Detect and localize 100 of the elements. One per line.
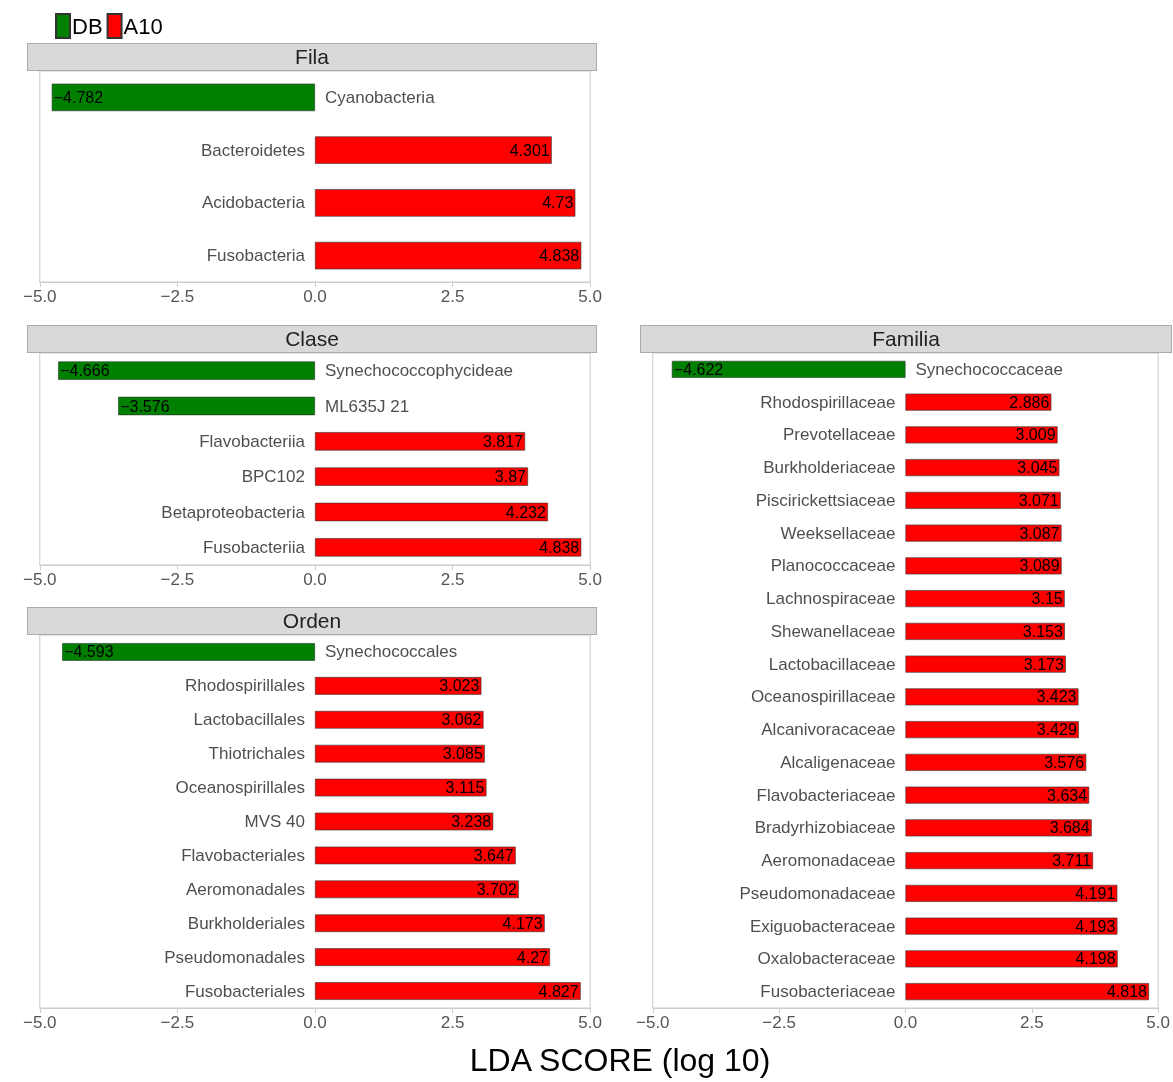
bar <box>905 622 1065 640</box>
y-tick-label: Weeksellaceae <box>780 523 896 543</box>
data-label: 3.045 <box>1017 459 1058 477</box>
data-label: 3.023 <box>439 677 480 695</box>
x-tick-label: 5.0 <box>578 1013 602 1032</box>
bar <box>905 590 1065 608</box>
x-tick-label: 2.5 <box>440 1013 465 1032</box>
y-tick-label: Lactobacillaceae <box>768 654 896 674</box>
data-label: 4.193 <box>1075 917 1116 935</box>
data-label: 4.232 <box>505 503 547 521</box>
y-tick-label: Fusobacteriales <box>184 981 305 1001</box>
bar <box>905 852 1094 870</box>
bar <box>314 744 485 763</box>
bar <box>905 393 1052 411</box>
data-label: 3.702 <box>476 880 517 898</box>
data-label: −3.576 <box>120 397 170 415</box>
x-tick-label: 0.0 <box>303 1013 327 1032</box>
y-tick-label: Oxalobacteraceae <box>757 949 896 969</box>
y-tick-label: ML635J 21 <box>324 396 410 416</box>
x-tick-label: −2.5 <box>160 1013 195 1032</box>
y-tick-label: Alcaligenaceae <box>780 752 896 772</box>
data-label: 4.73 <box>542 194 574 212</box>
y-tick-label: Prevotellaceae <box>783 425 896 445</box>
y-tick-label: Aeromonadales <box>185 879 305 899</box>
y-tick-label: Fusobacteriaceae <box>760 982 896 1002</box>
data-label: 3.115 <box>445 779 485 797</box>
chart-title: Familia <box>640 325 1172 353</box>
bar <box>905 983 1149 1001</box>
chart-title: Clase <box>27 325 597 353</box>
bar <box>58 361 315 380</box>
y-tick-label: Shewanellaceae <box>770 621 896 641</box>
bar <box>905 655 1066 673</box>
data-label: 3.087 <box>1019 524 1060 542</box>
bar <box>314 467 528 486</box>
chart-title: Orden <box>27 607 597 635</box>
y-tick-label: Piscirickettsiaceae <box>755 490 896 510</box>
y-tick-label: Pseudomonadaceae <box>739 883 896 903</box>
y-tick-label: Oceanospirillales <box>175 778 305 798</box>
x-tick-label: −5.0 <box>636 1013 670 1032</box>
y-tick-label: Lachnospiraceae <box>766 589 896 609</box>
data-label: 4.27 <box>516 948 549 966</box>
bar <box>905 524 1062 542</box>
x-tick-label: 0.0 <box>893 1013 918 1032</box>
bar <box>51 83 315 112</box>
data-label: 3.009 <box>1015 426 1056 444</box>
bar <box>905 884 1118 902</box>
data-label: 3.817 <box>483 432 524 450</box>
x-tick-label: 5.0 <box>1146 1013 1170 1032</box>
bar <box>314 948 550 966</box>
bar <box>314 812 494 831</box>
y-tick-label: Alcanivoracaceae <box>761 720 896 740</box>
y-tick-label: Rhodospirillaceae <box>760 392 896 412</box>
data-label: 4.191 <box>1075 884 1116 902</box>
data-label: 3.423 <box>1036 688 1077 706</box>
bar <box>314 846 516 865</box>
y-tick-label: Rhodospirillales <box>184 676 305 696</box>
data-label: −4.622 <box>673 360 724 378</box>
legend-label: DB <box>72 13 103 39</box>
data-label: 4.827 <box>538 982 579 1000</box>
bar <box>905 950 1118 968</box>
data-label: 3.153 <box>1022 622 1063 640</box>
data-label: 3.576 <box>1044 753 1085 771</box>
data-label: 3.87 <box>494 468 527 486</box>
x-tick-label: 0.0 <box>303 287 327 306</box>
bar <box>314 710 484 729</box>
data-label: 3.684 <box>1049 819 1090 837</box>
data-label: 4.838 <box>539 538 580 556</box>
y-tick-label: Fusobacteriia <box>202 537 306 557</box>
y-tick-label: Aeromonadaceae <box>761 851 896 871</box>
y-tick-label: Oceanospirillaceae <box>750 687 896 707</box>
x-tick-label: 0.0 <box>303 570 327 589</box>
data-label: 3.634 <box>1047 786 1088 804</box>
y-tick-label: Synechococcaceae <box>915 359 1063 379</box>
bar <box>314 538 582 557</box>
bar <box>314 432 526 451</box>
data-label: 3.085 <box>442 745 483 763</box>
data-label: −4.593 <box>64 643 114 661</box>
legend-label: A10 <box>123 13 163 39</box>
x-tick-label: −5.0 <box>23 570 57 589</box>
bar <box>314 778 487 797</box>
y-tick-label: Flavobacteriia <box>199 431 306 451</box>
data-label: 3.062 <box>441 711 482 729</box>
x-tick-label: −2.5 <box>160 570 195 589</box>
bar <box>314 502 548 522</box>
y-tick-label: Lactobacillales <box>193 710 305 730</box>
bar <box>905 786 1090 804</box>
x-tick-label: 5.0 <box>578 287 602 306</box>
y-tick-label: Cyanobacteria <box>324 87 436 107</box>
x-tick-label: 2.5 <box>440 570 465 589</box>
x-axis-title: LDA SCORE (log 10) <box>468 1042 772 1079</box>
y-tick-label: Burkholderiales <box>187 913 305 933</box>
y-tick-label: Pseudomonadales <box>164 947 305 967</box>
bar <box>905 688 1079 706</box>
data-label: 3.15 <box>1031 590 1063 608</box>
x-tick-label: 2.5 <box>440 287 465 306</box>
x-tick-label: −5.0 <box>23 287 57 306</box>
data-label: 3.647 <box>473 846 514 864</box>
y-tick-label: Synechococcales <box>324 642 458 662</box>
y-tick-label: Synechococcophycideae <box>324 361 514 381</box>
bar <box>314 914 545 933</box>
